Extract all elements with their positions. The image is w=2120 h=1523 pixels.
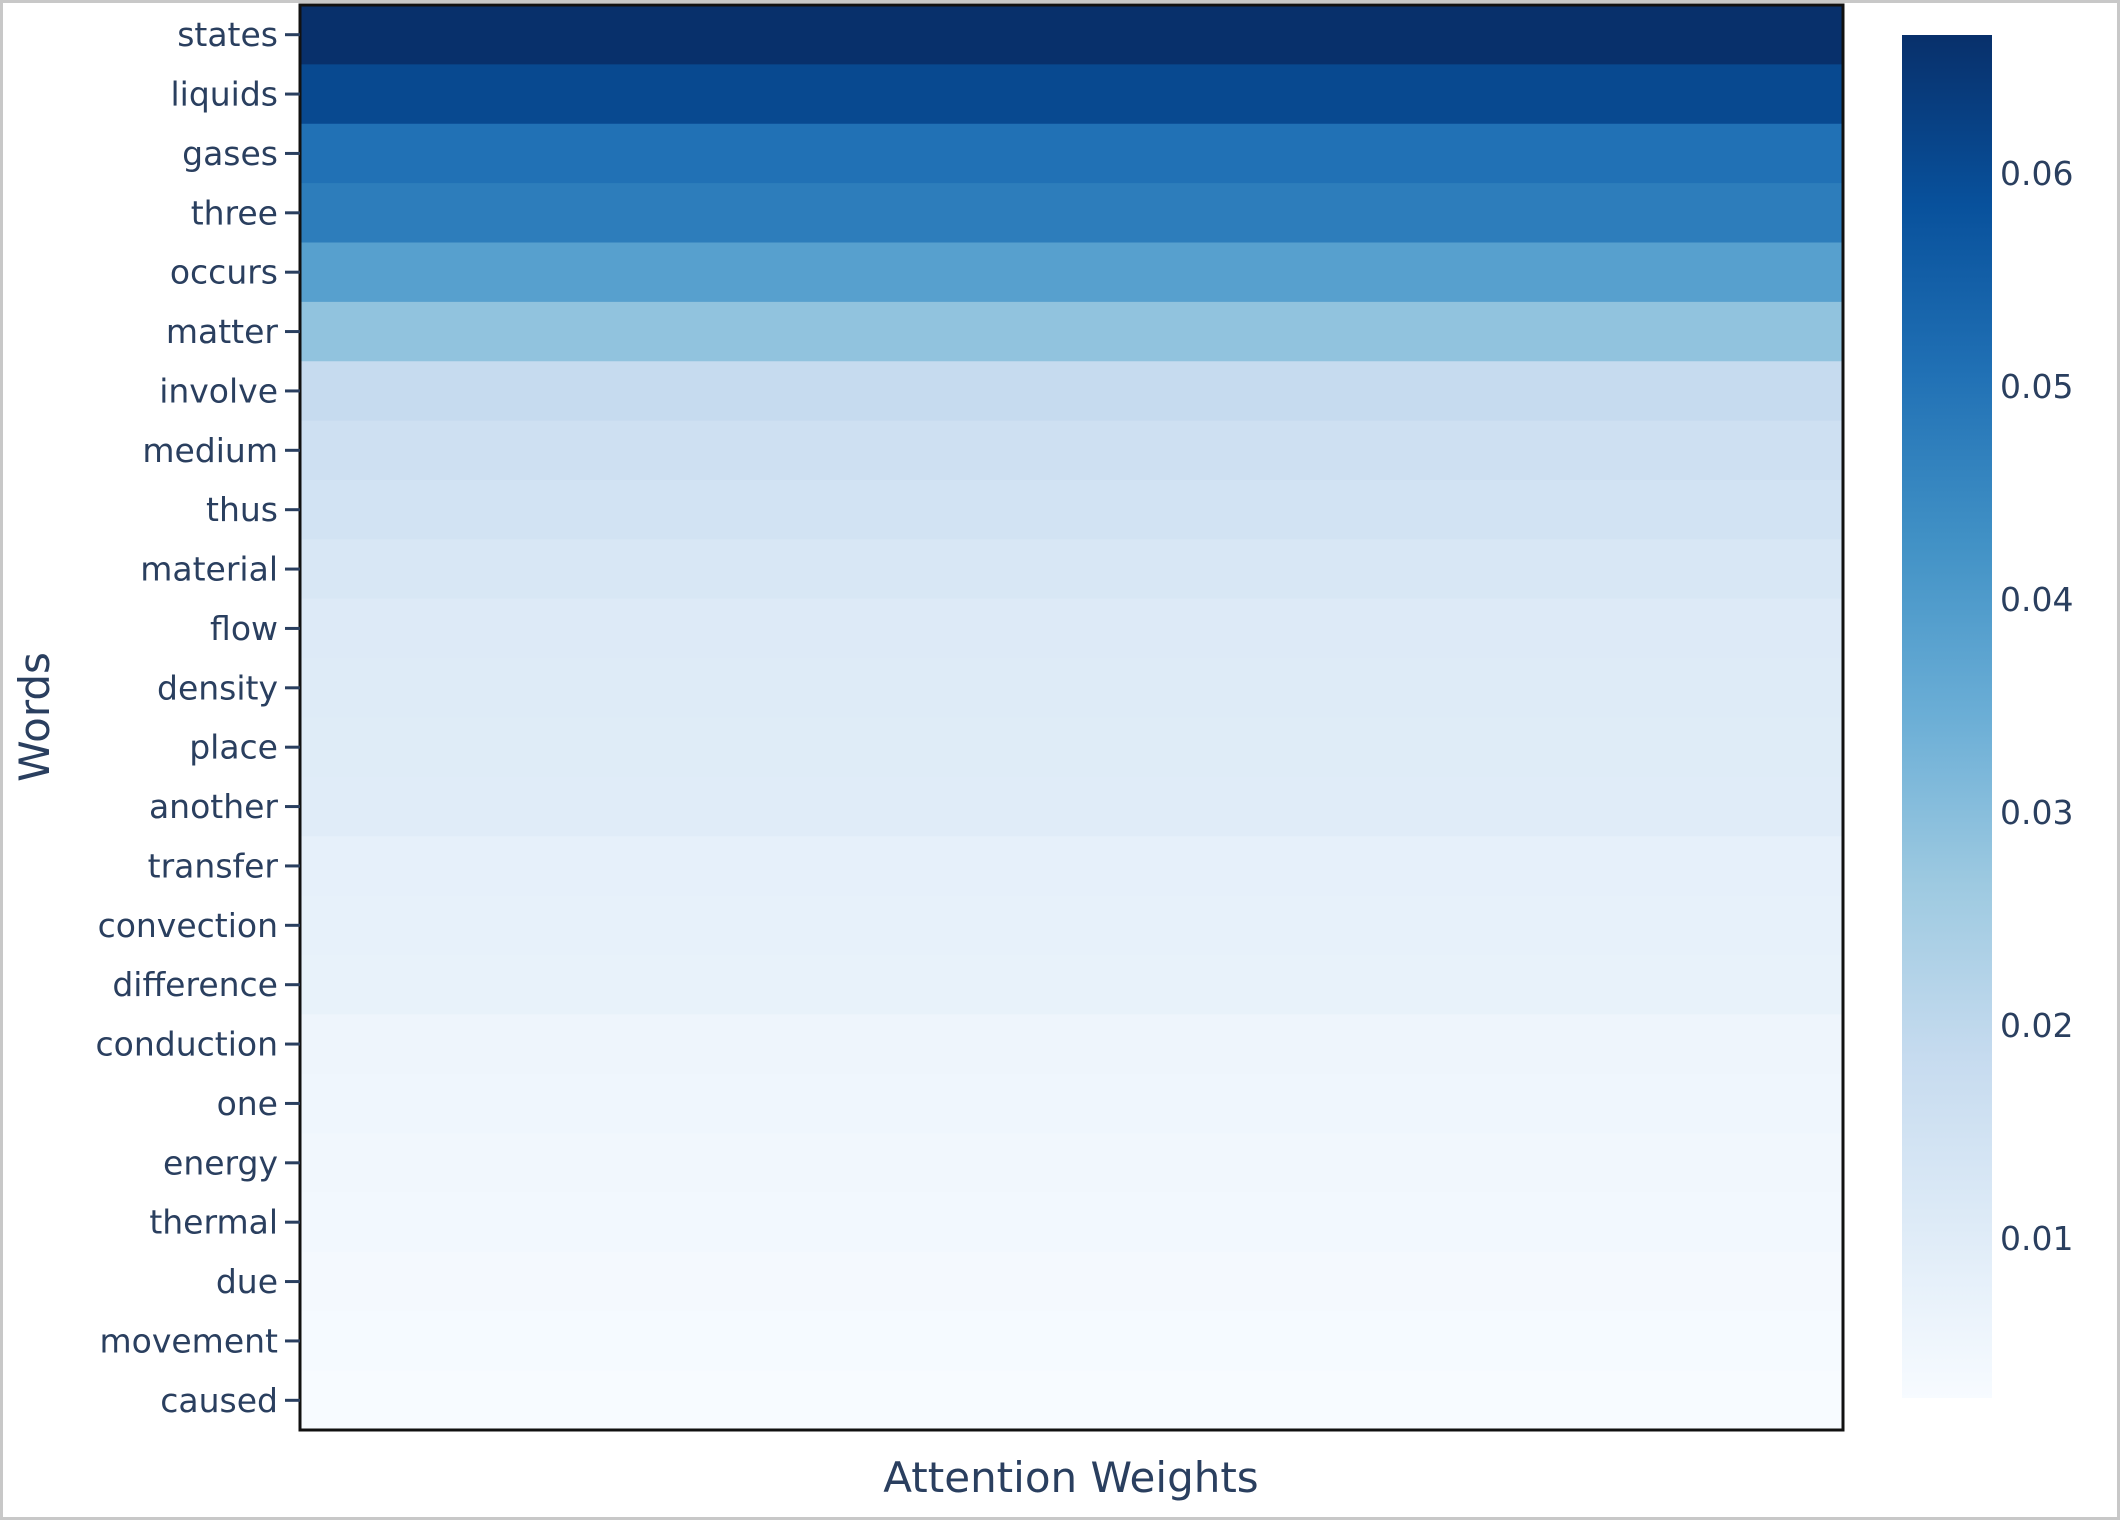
heatmap-cells: [300, 5, 1843, 1431]
y-tick-label-states: states: [177, 15, 278, 54]
heatmap-cell-one: [300, 1073, 1843, 1134]
heatmap-cell-matter: [300, 301, 1843, 362]
y-tick-label-conduction: conduction: [96, 1025, 278, 1064]
y-tick-label-energy: energy: [163, 1143, 278, 1182]
y-tick-label-one: one: [217, 1084, 278, 1123]
heatmap-cell-liquids: [300, 64, 1843, 125]
heatmap-cell-due: [300, 1251, 1843, 1312]
y-tick-label-due: due: [216, 1262, 278, 1301]
y-tick-label-involve: involve: [159, 371, 278, 410]
heatmap-cell-difference: [300, 955, 1843, 1015]
y-tick-label-density: density: [157, 668, 278, 707]
y-tick-label-caused: caused: [160, 1381, 278, 1420]
y-tick-label-three: three: [191, 193, 278, 232]
heatmap-cell-conduction: [300, 1014, 1843, 1075]
heatmap-cell-gases: [300, 123, 1843, 184]
colorbar-tick-label-5: 0.06: [2000, 154, 2073, 193]
heatmap-cell-thermal: [300, 1192, 1843, 1253]
y-tick-label-transfer: transfer: [148, 846, 279, 885]
heatmap-svg: states liquids gases three occurs matter invol…: [10, 3, 2073, 1502]
y-tick-label-another: another: [149, 787, 278, 826]
y-tick-label-movement: movement: [100, 1321, 279, 1360]
colorbar-tick-label-2: 0.03: [2000, 793, 2073, 832]
colorbar-ticks: 0.01 0.02 0.03 0.04 0.05 0.06: [2000, 154, 2073, 1258]
y-tick-label-material: material: [140, 550, 278, 589]
x-axis-title: Attention Weights: [883, 1453, 1258, 1502]
y-tick-label-flow: flow: [210, 609, 278, 648]
heatmap-cell-three: [300, 183, 1843, 244]
colorbar-gradient: [1902, 35, 1992, 1398]
y-tick-label-liquids: liquids: [170, 75, 278, 114]
y-tick-label-thus: thus: [206, 490, 278, 529]
y-tick-label-medium: medium: [142, 431, 278, 470]
y-tick-label-occurs: occurs: [170, 253, 278, 292]
heatmap-cell-medium: [300, 420, 1843, 481]
y-tick-label-matter: matter: [166, 312, 279, 351]
y-tick-label-convection: convection: [98, 906, 278, 945]
y-axis-title: Words: [10, 652, 59, 782]
heatmap-cell-energy: [300, 1133, 1843, 1194]
heatmap-cell-density: [300, 658, 1843, 719]
y-axis-ticks: states liquids gases three occurs matter invol…: [96, 15, 300, 1420]
heatmap-cell-transfer: [300, 836, 1843, 897]
heatmap-cell-involve: [300, 361, 1843, 422]
heatmap-cell-convection: [300, 895, 1843, 956]
heatmap-cell-states: [300, 5, 1843, 65]
colorbar-tick-label-0: 0.01: [2000, 1219, 2073, 1258]
y-tick-label-place: place: [189, 728, 278, 767]
y-tick-label-thermal: thermal: [149, 1203, 278, 1242]
colorbar-tick-label-3: 0.04: [2000, 580, 2073, 619]
colorbar-tick-label-4: 0.05: [2000, 367, 2073, 406]
colorbar: [1902, 35, 1992, 1398]
heatmap-cell-occurs: [300, 242, 1843, 303]
heatmap-cell-caused: [300, 1370, 1843, 1431]
plot-frame: [298, 3, 1845, 1432]
heatmap-cell-movement: [300, 1311, 1843, 1372]
heatmap-cell-another: [300, 776, 1843, 837]
heatmap-cell-place: [300, 717, 1843, 778]
y-tick-label-gases: gases: [182, 134, 278, 173]
heatmap-cell-material: [300, 539, 1843, 600]
y-tick-label-difference: difference: [112, 965, 278, 1004]
heatmap-cell-flow: [300, 598, 1843, 659]
heatmap-cell-thus: [300, 480, 1843, 540]
colorbar-tick-label-1: 0.02: [2000, 1006, 2073, 1045]
